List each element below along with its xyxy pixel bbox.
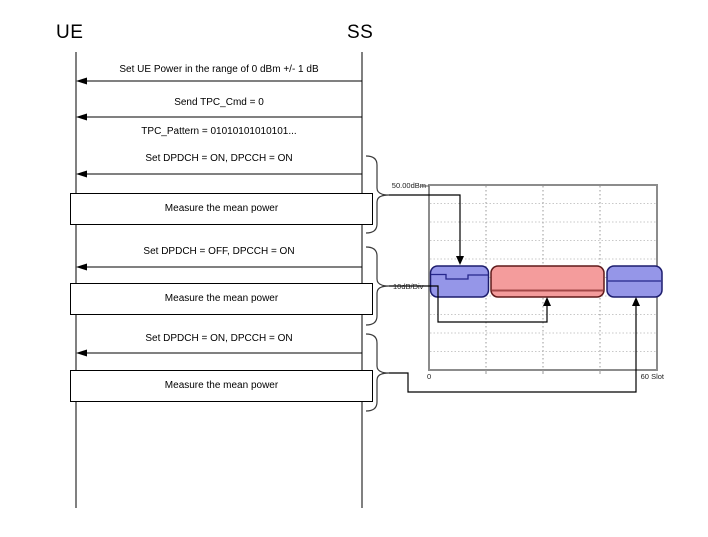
measure-mean-power-box-2: Measure the mean power: [70, 283, 373, 315]
left-arrowhead-icon: [76, 170, 87, 178]
arrow-set-ue-power: [76, 77, 362, 85]
power-trace-blue-1: [431, 273, 488, 280]
message-arrows: [76, 77, 362, 357]
x-axis-ticks: [485, 370, 601, 374]
vertical-gridlines: [485, 186, 601, 369]
message-set-dpdch-on-1: Set DPDCH = ON, DPCCH = ON: [145, 153, 293, 164]
actor-ss-label: SS: [347, 22, 374, 43]
connector-measurement-3: [389, 306, 637, 393]
chart-x-end-label: 60 Slot: [640, 372, 664, 381]
up-arrowhead-icon: [543, 297, 551, 306]
left-arrowhead-icon: [76, 263, 87, 271]
arrow-set-dpdch-on-1: [76, 170, 362, 178]
up-arrowhead-icon: [632, 297, 640, 306]
message-set-dpdch-on-2: Set DPDCH = ON, DPCCH = ON: [145, 333, 293, 344]
arrow-send-tpc-cmd: [76, 113, 362, 121]
brace-to-chart-connectors: [389, 194, 640, 393]
down-arrowhead-icon: [456, 256, 464, 265]
measure-mean-power-box-3: Measure the mean power: [70, 370, 373, 402]
actor-ue-label: UE: [56, 22, 84, 43]
left-arrowhead-icon: [76, 77, 87, 85]
message-tpc-pattern: TPC_Pattern = 01010101010101...: [141, 126, 297, 137]
message-set-dpdch-off: Set DPDCH = OFF, DPCCH = ON: [143, 246, 295, 257]
message-set-ue-power: Set UE Power in the range of 0 dBm +/- 1…: [119, 64, 319, 75]
message-send-tpc-cmd: Send TPC_Cmd = 0: [174, 97, 264, 108]
chart-y-top-label: 50.00dBm: [391, 181, 426, 190]
power-block-dpdch-on-1: [429, 265, 490, 298]
power-vs-slot-chart: [421, 184, 663, 374]
chart-y-scale-label: 10dB/Div: [393, 282, 424, 291]
measure-mean-power-box-1: Measure the mean power: [70, 193, 373, 225]
connector-measurement-2: [389, 285, 548, 323]
arrow-set-dpdch-off: [76, 263, 362, 271]
connector-measurement-1: [389, 194, 461, 257]
power-block-dpdch-off: [490, 265, 605, 298]
arrow-set-dpdch-on-2: [76, 349, 362, 357]
chart-x-origin-label: 0: [427, 372, 432, 381]
left-arrowhead-icon: [76, 349, 87, 357]
left-arrowhead-icon: [76, 113, 87, 121]
